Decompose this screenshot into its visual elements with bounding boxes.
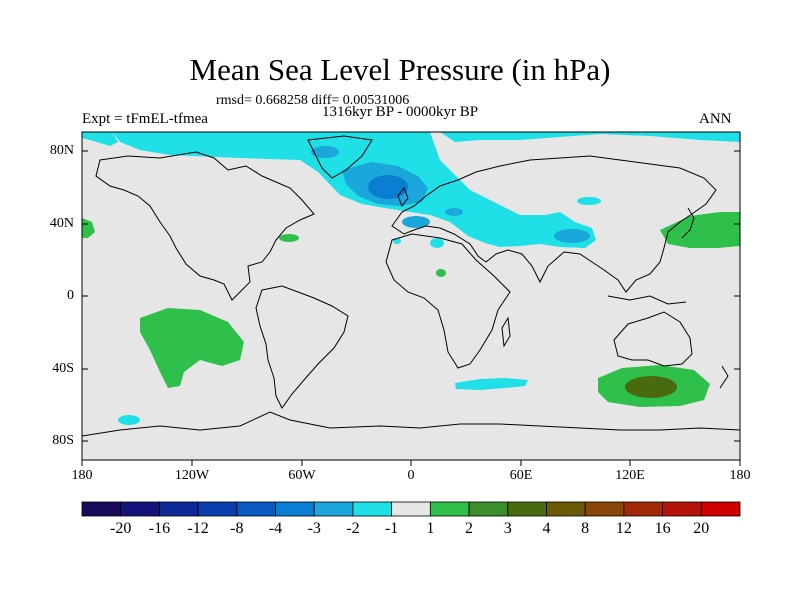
- map-title: Mean Sea Level Pressure (in hPa): [189, 52, 611, 87]
- lat-label-40n: 40N: [49, 216, 74, 231]
- anomaly-positive-south-pacific: [140, 308, 244, 388]
- lon-label-180w: 180: [71, 468, 93, 483]
- coastline-south-america: [255, 285, 349, 409]
- experiment-label: Expt = tFmEL-tfmea: [82, 111, 208, 127]
- colorbar-swatch: [81, 501, 122, 517]
- lon-label-0: 0: [407, 468, 415, 483]
- axis-ticks: [81, 150, 741, 466]
- anomaly-region-north-america-arctic: [82, 132, 118, 146]
- colorbar-label: -2: [346, 520, 360, 537]
- lat-label-0: 0: [67, 288, 74, 303]
- anomaly-region-central-asia: [577, 197, 601, 205]
- anomaly-positive-north-pacific-west: [82, 218, 95, 238]
- colorbar-label: -12: [187, 520, 209, 537]
- coastline-antarctica: [82, 411, 740, 437]
- lon-label-120e: 120E: [615, 468, 645, 483]
- colorbar-label: -20: [110, 520, 132, 537]
- coastline-japan: [681, 207, 695, 239]
- colorbar-label: 4: [542, 520, 551, 537]
- colorbar-label: -1: [384, 520, 399, 537]
- colorbar-swatch: [313, 501, 354, 517]
- coastline-north-america: [95, 151, 315, 301]
- lon-label-60e: 60E: [509, 468, 533, 483]
- colorbar-swatch: [546, 501, 586, 517]
- colorbar-label: 12: [615, 520, 632, 537]
- season-label: ANN: [699, 111, 732, 127]
- coastline-madagascar: [501, 316, 511, 348]
- anomaly-region-southern-ocean: [455, 378, 528, 390]
- coastline-australia: [613, 311, 693, 367]
- colorbar-label: -4: [268, 520, 283, 537]
- lon-label-120w: 120W: [174, 468, 210, 483]
- coastline-eurasia: [391, 155, 717, 293]
- colorbar-swatch: [159, 501, 199, 517]
- colorbar-swatch: [429, 501, 470, 517]
- lat-label-80s: 80S: [52, 433, 74, 448]
- colorbar-swatch: [352, 501, 393, 517]
- anomaly-positive-atlantic-small: [279, 234, 299, 242]
- anomaly-positive-africa-small: [436, 269, 446, 277]
- lat-label-40s: 40S: [52, 361, 74, 376]
- anomaly-positive-core-south-indian: [625, 376, 677, 398]
- colorbar-swatch: [623, 501, 663, 517]
- colorbar-swatch: [391, 501, 431, 517]
- coastline-new-zealand: [719, 365, 729, 389]
- anomaly-core-tibet: [554, 229, 590, 243]
- colorbar-swatch: [197, 501, 238, 517]
- anomaly-core-black-sea: [445, 208, 463, 216]
- coastline-greenland: [307, 135, 373, 179]
- anomaly-region-south-pacific: [118, 415, 140, 425]
- coastlines: [82, 135, 740, 437]
- colorbar-swatch: [584, 501, 625, 517]
- colorbar-swatch: [275, 501, 315, 517]
- colorbar-label: 16: [654, 520, 671, 537]
- colorbar: [81, 501, 741, 517]
- anomaly-positive-north-pacific: [660, 212, 740, 248]
- coastline-british-isles: [397, 186, 409, 208]
- colorbar-swatch: [120, 501, 160, 517]
- colorbar-swatch: [662, 501, 702, 517]
- colorbar-label: -3: [307, 520, 321, 537]
- colorbar-swatch: [468, 501, 509, 517]
- colorbar-label: 3: [503, 520, 512, 537]
- map-plot-area: [82, 132, 740, 460]
- colorbar-label: -8: [230, 520, 244, 537]
- colorbar-label: 2: [465, 520, 474, 537]
- colorbar-label: -16: [148, 520, 171, 537]
- lon-label-60w: 60W: [288, 468, 316, 483]
- colorbar-swatch: [236, 501, 276, 517]
- colorbar-label: 20: [693, 520, 710, 537]
- colorbar-swatch: [700, 501, 741, 517]
- anomaly-core-iceland: [368, 175, 408, 199]
- colorbar-label: 1: [426, 520, 435, 537]
- lon-label-180e: 180: [729, 468, 751, 483]
- anomaly-core-greenland: [311, 146, 339, 158]
- anomaly-region-mediterranean: [430, 238, 444, 248]
- anomaly-core-europe: [402, 216, 430, 228]
- lat-label-80n: 80N: [49, 143, 74, 158]
- coastline-indonesia: [607, 295, 687, 305]
- colorbar-swatch: [507, 501, 547, 517]
- stats-line: rmsd= 0.668258 diff= 0.00531006: [216, 93, 410, 108]
- colorbar-label: 8: [581, 520, 590, 537]
- coastline-africa: [385, 233, 511, 369]
- period-label: 1316kyr BP - 0000kyr BP: [321, 104, 479, 120]
- anomaly-region-arctic-east: [440, 132, 740, 142]
